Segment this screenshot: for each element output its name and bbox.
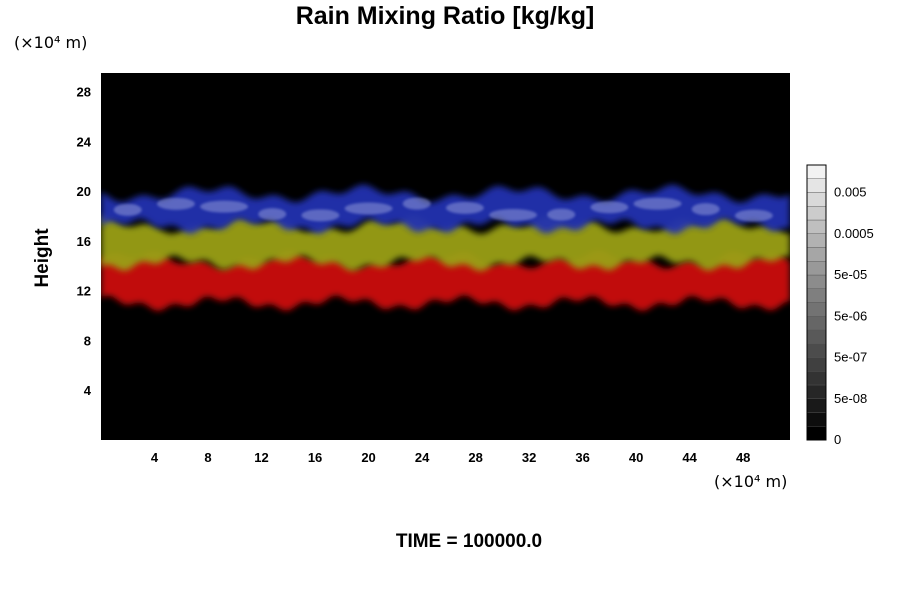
x-tick-label: 12 [254,450,268,465]
colorbar-band [806,329,827,344]
colorbar-tick-label: 5e-07 [834,350,867,365]
colorbar-tick-label: 0.005 [834,185,867,200]
cloud-highlight [590,201,629,214]
y-axis-unit: (×10⁴ m) [14,33,88,52]
colorbar-band [806,274,827,289]
y-tick-label: 20 [77,184,91,199]
x-tick-label: 4 [151,450,159,465]
colorbar-band [806,178,827,193]
y-tick-label: 4 [84,383,92,398]
colorbar-band [806,371,827,386]
cloud-highlight [633,197,682,210]
x-tick-label: 20 [361,450,375,465]
colorbar-band [806,343,827,358]
chart-title: Rain Mixing Ratio [kg/kg] [295,2,595,30]
y-axis-ticks: 4 8 12 16 20 24 28 [77,85,92,399]
cloud-highlight [113,203,142,216]
y-tick-label: 28 [77,85,91,100]
y-tick-label: 24 [77,134,92,149]
colorbar-band [806,398,827,413]
rain-layer [101,215,790,272]
x-tick-label: 16 [308,450,322,465]
time-label: TIME = 100000.0 [395,531,543,552]
colorbar-band [806,426,827,441]
colorbar-band [806,233,827,248]
cloud-highlight [200,200,249,213]
colorbar-band [806,316,827,331]
colorbar-band [806,192,827,207]
colorbar-band [806,357,827,372]
x-tick-label: 44 [682,450,697,465]
x-axis-unit: (×10⁴ m) [714,472,788,491]
colorbar-tick-label: 5e-05 [834,267,867,282]
rain-bands [101,184,790,312]
cloud-highlight [691,203,720,216]
colorbar-tick-label: 5e-06 [834,308,867,323]
colorbar-band [806,206,827,221]
colorbar-band [806,384,827,399]
colorbar-band [806,412,827,427]
x-tick-label: 48 [736,450,750,465]
x-tick-label: 24 [415,450,430,465]
x-axis-ticks: 4 8 12 16 20 24 28 32 36 40 44 48 [151,450,751,465]
x-tick-label: 40 [629,450,643,465]
colorbar: 0 5e-08 5e-07 5e-06 5e-05 0.0005 0.005 [806,164,874,447]
cloud-highlight [258,208,287,221]
colorbar-band [806,164,827,179]
cloud-highlight [547,208,576,221]
cloud-highlight [156,197,195,210]
y-tick-label: 12 [77,284,91,299]
y-tick-label: 16 [77,234,91,249]
cloud-highlight [402,197,431,210]
colorbar-band [806,302,827,317]
x-tick-label: 32 [522,450,536,465]
cloud-highlight [734,209,773,222]
colorbar-tick-label: 0 [834,432,841,447]
colorbar-tick-label: 0.0005 [834,226,874,241]
colorbar-band [806,247,827,262]
colorbar-band [806,261,827,276]
x-tick-label: 8 [204,450,211,465]
colorbar-tick-label: 5e-08 [834,391,867,406]
colorbar-frame [806,164,827,441]
cloud-highlight [344,202,393,215]
y-tick-label: 8 [84,333,91,348]
rain-layer [101,184,790,235]
colorbar-band [806,219,827,234]
cloud-highlight [301,209,340,222]
x-tick-label: 28 [468,450,482,465]
cloud-highlight [445,201,484,214]
colorbar-band [806,288,827,303]
cloud-highlight [489,208,538,221]
x-tick-label: 36 [575,450,589,465]
